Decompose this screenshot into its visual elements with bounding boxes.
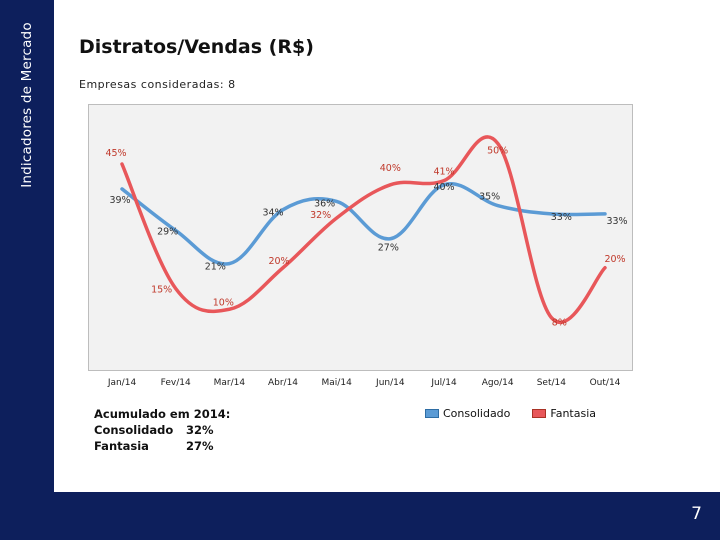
data-label: 21% bbox=[205, 262, 226, 273]
summary-block: Acumulado em 2014: Consolidado 32% Fanta… bbox=[94, 406, 230, 454]
x-tick-label: Ago/14 bbox=[482, 378, 514, 388]
data-label: 36% bbox=[314, 198, 335, 209]
chart-legend: Consolidado Fantasia bbox=[425, 407, 618, 420]
data-label: 32% bbox=[310, 210, 331, 221]
x-tick-label: Jul/14 bbox=[430, 378, 457, 388]
summary-row-fantasia: Fantasia 27% bbox=[94, 438, 230, 454]
data-label: 29% bbox=[157, 226, 178, 237]
summary-row-consolidado: Consolidado 32% bbox=[94, 422, 230, 438]
x-tick-label: Mar/14 bbox=[214, 378, 246, 388]
data-label: 20% bbox=[268, 256, 289, 267]
data-label: 41% bbox=[433, 167, 454, 178]
data-label: 35% bbox=[479, 192, 500, 203]
summary-label: Consolidado bbox=[94, 423, 174, 437]
data-label: 40% bbox=[433, 182, 454, 193]
data-label: 34% bbox=[262, 208, 283, 219]
footer-bar: 7 bbox=[54, 492, 720, 540]
summary-value: 32% bbox=[186, 423, 214, 437]
data-labels: 39% 29% 21% 34% 36% 27% 40% 35% 33% 33% 45% 15% 10% 2… bbox=[105, 145, 627, 328]
data-label: 27% bbox=[378, 243, 399, 254]
x-tick-label: Out/14 bbox=[590, 378, 621, 388]
data-label: 33% bbox=[551, 212, 572, 223]
summary-value: 27% bbox=[186, 439, 214, 453]
data-label: 50% bbox=[487, 145, 508, 156]
x-tick-label: Set/14 bbox=[537, 378, 567, 388]
data-label: 40% bbox=[380, 163, 401, 174]
x-tick-label: Mai/14 bbox=[322, 378, 353, 388]
data-label: 15% bbox=[151, 285, 172, 296]
sidebar: Indicadores de Mercado bbox=[0, 0, 54, 540]
data-label: 45% bbox=[105, 148, 126, 159]
data-label: 33% bbox=[606, 216, 627, 227]
legend-item-consolidado: Consolidado bbox=[425, 407, 510, 420]
summary-label: Fantasia bbox=[94, 439, 149, 453]
x-tick-label: Jun/14 bbox=[375, 378, 405, 388]
x-axis-labels: Jan/14 Fev/14 Mar/14 Abr/14 Mai/14 Jun/14 Jul/… bbox=[107, 378, 621, 388]
data-label: 39% bbox=[109, 195, 130, 206]
page-title: Distratos/Vendas (R$) bbox=[79, 36, 314, 58]
legend-swatch bbox=[532, 409, 547, 418]
legend-label: Fantasia bbox=[550, 407, 597, 420]
series-line-consolidado bbox=[120, 182, 607, 266]
legend-label: Consolidado bbox=[443, 407, 511, 420]
data-label: 10% bbox=[213, 297, 234, 308]
series-lines bbox=[120, 135, 607, 324]
x-tick-label: Jan/14 bbox=[107, 378, 137, 388]
x-tick-label: Fev/14 bbox=[161, 378, 191, 388]
data-label: 8% bbox=[552, 318, 567, 329]
page-subtitle: Empresas consideradas: 8 bbox=[79, 78, 236, 91]
legend-item-fantasia: Fantasia bbox=[532, 407, 596, 420]
x-tick-label: Abr/14 bbox=[268, 378, 298, 388]
summary-heading: Acumulado em 2014: bbox=[94, 407, 231, 421]
legend-swatch bbox=[425, 409, 439, 418]
page-number: 7 bbox=[691, 504, 702, 524]
line-chart: Jan/14 Fev/14 Mar/14 Abr/14 Mai/14 Jun/14 Jul/… bbox=[105, 135, 628, 388]
chart-plot-area bbox=[88, 104, 633, 371]
series-line-fantasia bbox=[120, 135, 607, 324]
data-label: 20% bbox=[604, 254, 625, 265]
